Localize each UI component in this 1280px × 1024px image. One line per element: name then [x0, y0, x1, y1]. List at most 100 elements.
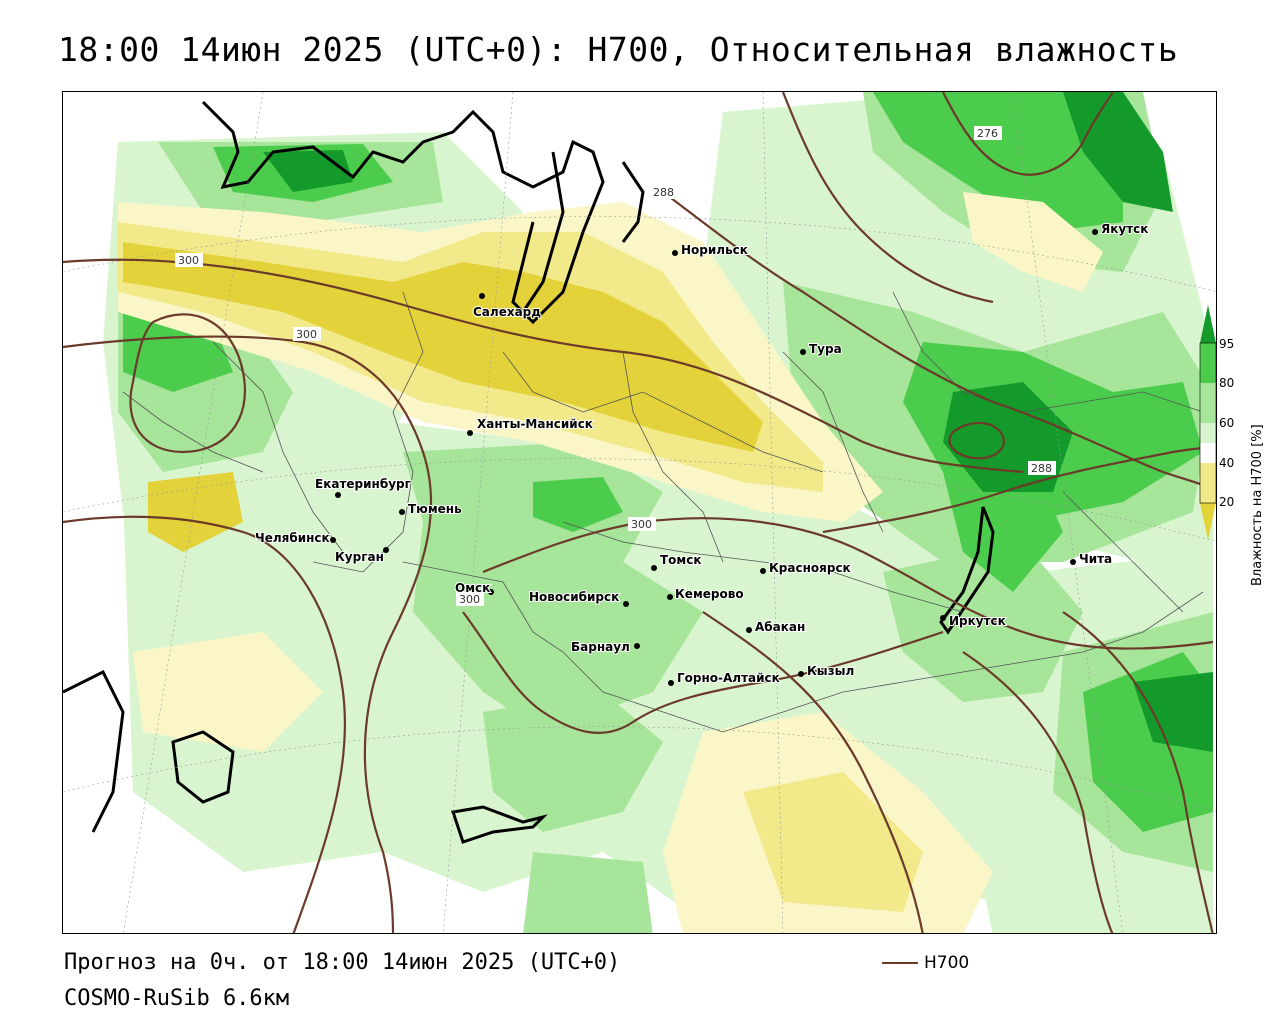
gulf-of-ob	[521, 151, 565, 313]
graticule-line	[63, 216, 1216, 292]
border-line	[622, 351, 724, 563]
border-line	[212, 341, 344, 553]
svg-text:288: 288	[653, 186, 674, 199]
colorbar-tick-95: 95	[1219, 337, 1234, 351]
humidity-map: 300 300 300 300 288 288	[63, 92, 1216, 933]
colorbar-top-arrow	[1200, 305, 1216, 343]
svg-text:Горно-Алтайск: Горно-Алтайск	[677, 671, 780, 685]
moist-max-region-ne	[1063, 92, 1173, 212]
dry-light-region-kazakh	[133, 632, 323, 752]
colorbar-title: Влажность на H700 [%]	[1250, 424, 1265, 586]
svg-text:Тура: Тура	[809, 342, 842, 356]
colorbar-frame	[1199, 342, 1217, 504]
map-frame: 300 300 300 300 288 288	[62, 91, 1217, 934]
graticule-line	[1012, 92, 1124, 933]
border-line	[562, 521, 964, 613]
svg-text:Курган: Курган	[335, 550, 384, 564]
city-norilsk: Норильск	[672, 242, 749, 258]
isoline-300-loop	[482, 517, 1214, 650]
isoline-300-north	[63, 258, 1024, 474]
svg-text:Томск: Томск	[660, 553, 702, 567]
moist-max-region-se	[1133, 672, 1213, 752]
svg-text:Барнаул: Барнаул	[571, 640, 630, 654]
admin-borders	[122, 291, 1204, 733]
isoline-276	[942, 92, 1114, 176]
isoline-300-west	[63, 335, 433, 933]
map-title: 18:00 14июн 2025 (UTC+0): H700, Относите…	[58, 30, 1179, 69]
city-salekhard: Салехард	[472, 293, 542, 320]
svg-text:Красноярск: Красноярск	[769, 561, 851, 575]
isoline-label-300: 300	[456, 592, 484, 606]
kara-sea-coast	[201, 100, 605, 325]
west-coast	[63, 669, 125, 833]
isoline-ural-loop	[129, 313, 246, 454]
svg-text:Норильск: Норильск	[681, 243, 748, 257]
colorbar-segment-60-80	[1200, 383, 1216, 423]
coastlines	[63, 100, 995, 844]
dry-light-region-ne	[963, 192, 1103, 292]
isoline-label-288: 288	[650, 185, 678, 199]
isoline-300-sib	[462, 611, 944, 734]
baikal-lake	[939, 506, 995, 635]
moist-medium-region-baikal	[883, 542, 1083, 702]
svg-text:Новосибирск: Новосибирск	[529, 590, 619, 604]
graticule-line	[442, 92, 514, 933]
colorbar-tick-60: 60	[1219, 416, 1234, 430]
svg-text:276: 276	[977, 127, 998, 140]
city-abakan: Абакан	[746, 619, 806, 635]
cities: Норильск Якутск Салехард Тура Ханты-Манс…	[254, 221, 1149, 686]
isoline-south-long	[702, 611, 924, 933]
isoline-label-288: 288	[1028, 461, 1056, 475]
svg-text:Ханты-Мансийск: Ханты-Мансийск	[477, 417, 593, 431]
svg-text:Салехард: Салехард	[473, 305, 541, 319]
colorbar-segment-20-40	[1200, 463, 1216, 503]
h700-isolines	[63, 92, 1216, 933]
svg-text:Кызыл: Кызыл	[807, 664, 854, 678]
graticule-line	[762, 92, 784, 933]
city-yakutsk: Якутск	[1092, 221, 1149, 237]
colorbar-bottom-arrow	[1200, 503, 1216, 540]
model-info: COSMO-RuSib 6.6км	[64, 986, 290, 1011]
border-line	[1062, 491, 1184, 613]
border-line	[502, 351, 824, 473]
isoline-labels: 300 300 300 300 288 288	[175, 126, 1056, 606]
border-line	[312, 291, 424, 573]
colorbar-segment-80-95	[1200, 343, 1216, 383]
humidity-field	[103, 92, 1213, 933]
isoline-288-se	[822, 445, 1216, 534]
svg-text:300: 300	[178, 254, 199, 267]
isoline-label-300: 300	[293, 327, 321, 341]
city-kurgan: Курган	[334, 547, 389, 565]
svg-text:Челябинск: Челябинск	[255, 531, 330, 545]
svg-text:Екатеринбург: Екатеринбург	[315, 477, 411, 491]
city-krasnoyarsk: Красноярск	[760, 560, 852, 576]
city-chita: Чита	[1070, 551, 1113, 567]
moist-medium-region-south	[523, 852, 653, 933]
city-tomsk: Томск	[651, 552, 703, 571]
city-barnaul: Барнаул	[570, 639, 640, 655]
svg-text:Иркутск: Иркутск	[949, 614, 1006, 628]
yenisei-gulf	[621, 161, 645, 243]
forecast-info: Прогноз на 0ч. от 18:00 14июн 2025 (UTC+…	[64, 950, 621, 975]
isoline-ne	[781, 92, 994, 304]
city-irkutsk: Иркутск	[940, 613, 1007, 629]
dry-strong-band	[123, 242, 763, 452]
moist-strong-region-ne	[873, 92, 1123, 232]
colorbar-tick-80: 80	[1219, 376, 1234, 390]
city-tura: Тура	[800, 341, 843, 357]
moist-strong-region-kuzbass	[533, 477, 623, 532]
svg-text:300: 300	[631, 518, 652, 531]
city-kemerovo: Кемерово	[667, 586, 745, 602]
svg-text:Кемерово: Кемерово	[675, 587, 744, 601]
border-line	[402, 561, 1204, 733]
svg-text:Якутск: Якутск	[1101, 222, 1148, 236]
svg-text:300: 300	[459, 593, 480, 606]
moist-medium-region-westsib	[403, 442, 703, 732]
line-legend: H700	[882, 953, 969, 973]
city-omsk: Омск	[454, 580, 494, 596]
dry-medium-region-south	[743, 772, 923, 912]
isoline-east-south	[962, 651, 1114, 933]
city-gorno-altaysk: Горно-Алтайск	[668, 670, 781, 686]
city-tyumen: Тюмень	[399, 501, 463, 517]
city-kyzyl: Кызыл	[798, 663, 855, 679]
